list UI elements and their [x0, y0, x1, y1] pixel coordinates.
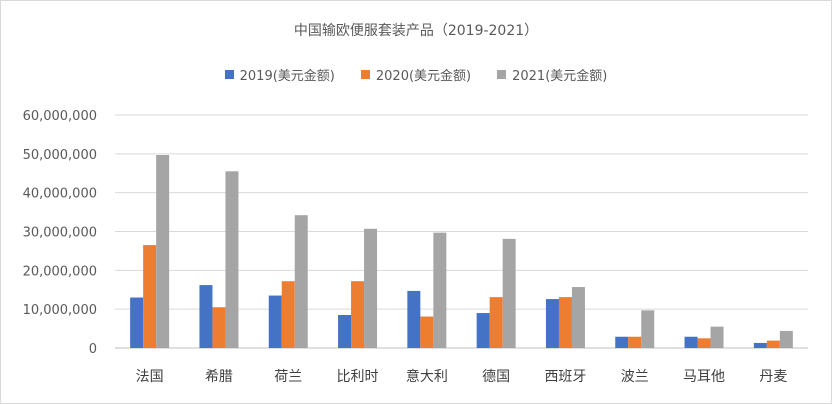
bar-2021 — [641, 310, 655, 348]
bar-2021 — [294, 215, 308, 348]
bar-2021 — [571, 287, 585, 348]
legend-label-2019: 2019(美元金额) — [239, 69, 335, 84]
bar-2020 — [143, 245, 157, 348]
bar-2019 — [407, 290, 421, 348]
bar-2020 — [766, 340, 780, 348]
legend-swatch-2020 — [360, 70, 370, 79]
legend-item-2019: 2019(美元金额) — [224, 65, 335, 84]
bar-2020 — [212, 307, 226, 348]
bar-2019 — [545, 299, 559, 348]
bar-2019 — [268, 295, 282, 348]
legend-swatch-2019 — [224, 70, 234, 79]
x-category-label: 希腊 — [205, 369, 233, 385]
bar-2020 — [697, 338, 711, 348]
bar-2020 — [281, 281, 295, 348]
x-category-label: 法国 — [136, 369, 164, 385]
bar-2019 — [753, 342, 767, 348]
bar-2021 — [364, 228, 378, 348]
bar-2019 — [615, 336, 629, 348]
bar-2021 — [156, 154, 170, 348]
legend-item-2021: 2021(美元金额) — [497, 65, 607, 84]
x-category-label: 比利时 — [337, 369, 379, 385]
y-tick-label: 60,000,000 — [23, 109, 97, 124]
bar-2021 — [779, 330, 793, 348]
x-category-label: 德国 — [482, 369, 510, 385]
legend: 2019(美元金额) 2020(美元金额) 2021(美元金额) — [0, 65, 832, 84]
bar-2020 — [420, 316, 434, 348]
bar-2020 — [558, 297, 572, 348]
bar-2019 — [476, 313, 490, 348]
bar-2021 — [710, 326, 724, 348]
y-tick-label: 10,000,000 — [23, 303, 97, 318]
legend-label-2021: 2021(美元金额) — [512, 69, 608, 84]
x-category-label: 西班牙 — [544, 369, 586, 385]
bar-2020 — [351, 281, 365, 348]
bar-2019 — [338, 314, 352, 348]
y-tick-label: 20,000,000 — [23, 264, 97, 279]
legend-item-2020: 2020(美元金额) — [360, 65, 472, 84]
bar-2019 — [199, 285, 213, 348]
legend-label-2020: 2020(美元金额) — [375, 69, 472, 84]
x-category-label: 马耳他 — [683, 369, 725, 385]
x-category-label: 意大利 — [406, 368, 448, 385]
y-tick-label: 30,000,000 — [23, 226, 97, 241]
chart-title: 中国输欧便服套装产品（2019-2021） — [293, 23, 539, 39]
bar-2020 — [628, 336, 642, 348]
y-tick-label: 40,000,000 — [23, 187, 97, 202]
bar-2021 — [225, 171, 239, 348]
bar-2019 — [130, 297, 144, 348]
legend-swatch-2021 — [497, 70, 507, 79]
x-category-label: 丹麦 — [759, 369, 787, 385]
bar-2020 — [489, 297, 503, 348]
bar-2021 — [502, 238, 516, 348]
bar-2019 — [684, 336, 698, 348]
x-category-label: 荷兰 — [274, 369, 302, 385]
x-category-label: 波兰 — [621, 369, 649, 385]
y-tick-label: 0 — [89, 342, 97, 357]
y-tick-label: 50,000,000 — [23, 148, 97, 163]
bar-2021 — [433, 232, 447, 348]
